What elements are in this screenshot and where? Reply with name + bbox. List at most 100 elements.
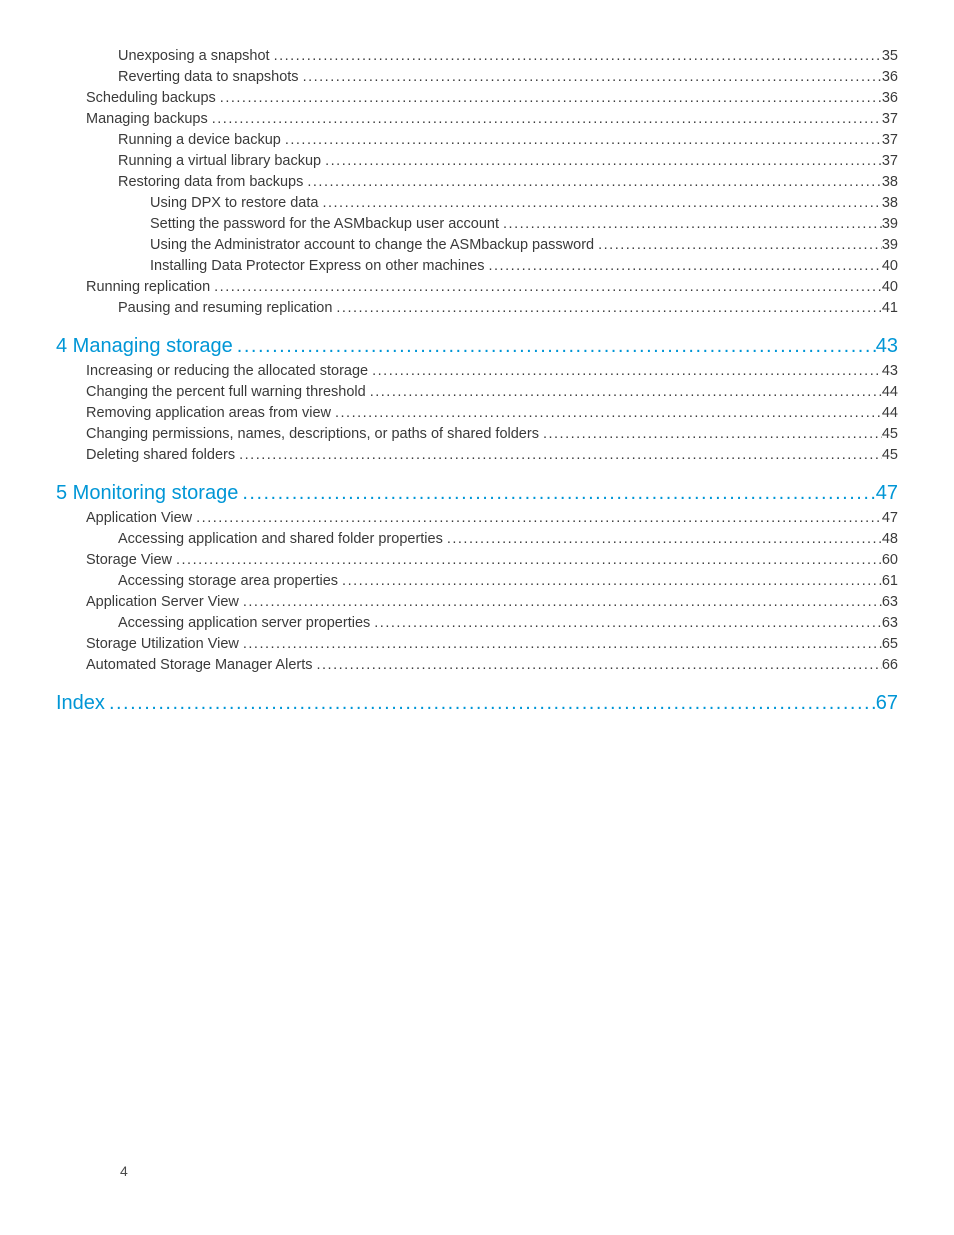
toc-entry-row: Increasing or reducing the allocated sto… — [86, 361, 898, 382]
toc-entry-page: 66 — [882, 655, 898, 676]
toc-entry-row: Running a device backup 37 — [118, 130, 898, 151]
toc-entry-row: Running a virtual library backup 37 — [118, 151, 898, 172]
toc-entry-page: 39 — [882, 214, 898, 235]
toc-entry-page: 47 — [882, 508, 898, 529]
toc-chapter-row[interactable]: 4 Managing storage 43 — [56, 319, 898, 361]
toc-entry-page: 38 — [882, 172, 898, 193]
toc-entry-label[interactable]: 4 Managing storage — [56, 331, 233, 361]
toc-entry-row: Automated Storage Manager Alerts 66 — [86, 655, 898, 676]
toc-dot-leader — [208, 109, 882, 130]
toc-dot-leader — [368, 361, 882, 382]
toc-entry-page: 45 — [882, 424, 898, 445]
toc-chapter-row[interactable]: 5 Monitoring storage 47 — [56, 466, 898, 508]
toc-dot-leader — [233, 331, 876, 361]
toc-dot-leader — [105, 688, 876, 718]
toc-dot-leader — [235, 445, 882, 466]
toc-entry-page: 63 — [882, 592, 898, 613]
toc-entry-label: Deleting shared folders — [86, 445, 235, 466]
toc-entry-page: 43 — [882, 361, 898, 382]
toc-dot-leader — [216, 88, 882, 109]
toc-entry-label: Using the Administrator account to chang… — [150, 235, 594, 256]
toc-entry-page[interactable]: 47 — [876, 478, 898, 508]
toc-entry-row: Scheduling backups 36 — [86, 88, 898, 109]
toc-dot-leader — [443, 529, 882, 550]
toc-dot-leader — [366, 382, 882, 403]
toc-entry-row: Pausing and resuming replication 41 — [118, 298, 898, 319]
toc-dot-leader — [210, 277, 882, 298]
toc-entry-label: Unexposing a snapshot — [118, 46, 270, 67]
toc-entry-row: Using DPX to restore data 38 — [150, 193, 898, 214]
toc-entry-label: Automated Storage Manager Alerts — [86, 655, 313, 676]
toc-dot-leader — [313, 655, 882, 676]
toc-entry-label: Accessing application and shared folder … — [118, 529, 443, 550]
toc-entry-label: Running a device backup — [118, 130, 281, 151]
toc-entry-label: Changing permissions, names, description… — [86, 424, 539, 445]
toc-dot-leader — [318, 193, 881, 214]
toc-dot-leader — [303, 172, 881, 193]
toc-entry-row: Using the Administrator account to chang… — [150, 235, 898, 256]
toc-entry-row: Accessing application server properties … — [118, 613, 898, 634]
toc-entry-page: 40 — [882, 256, 898, 277]
toc-entry-row: Application View 47 — [86, 508, 898, 529]
toc-entry-row: Running replication 40 — [86, 277, 898, 298]
toc-entry-page: 45 — [882, 445, 898, 466]
toc-entry-label: Accessing application server properties — [118, 613, 370, 634]
toc-entry-row: Changing the percent full warning thresh… — [86, 382, 898, 403]
toc-dot-leader — [484, 256, 881, 277]
toc-dot-leader — [321, 151, 882, 172]
toc-entry-row: Reverting data to snapshots 36 — [118, 67, 898, 88]
toc-entry-page: 61 — [882, 571, 898, 592]
toc-entry-page: 65 — [882, 634, 898, 655]
toc-entry-label: Storage View — [86, 550, 172, 571]
toc-entry-page: 40 — [882, 277, 898, 298]
toc-entry-row: Storage View 60 — [86, 550, 898, 571]
toc-entry-row: Deleting shared folders 45 — [86, 445, 898, 466]
toc-chapter-row[interactable]: Index 67 — [56, 676, 898, 718]
toc-dot-leader — [299, 67, 882, 88]
page-number: 4 — [120, 1163, 128, 1179]
toc-entry-label: Scheduling backups — [86, 88, 216, 109]
toc-dot-leader — [331, 403, 882, 424]
toc-entry-label: Removing application areas from view — [86, 403, 331, 424]
toc-entry-row: Managing backups 37 — [86, 109, 898, 130]
toc-dot-leader — [192, 508, 882, 529]
toc-dot-leader — [594, 235, 882, 256]
toc-entry-page: 44 — [882, 382, 898, 403]
toc-container: Unexposing a snapshot 35Reverting data t… — [56, 46, 898, 718]
toc-entry-page: 36 — [882, 88, 898, 109]
toc-dot-leader — [370, 613, 882, 634]
toc-entry-page: 63 — [882, 613, 898, 634]
toc-entry-label[interactable]: 5 Monitoring storage — [56, 478, 238, 508]
toc-dot-leader — [499, 214, 882, 235]
toc-entry-label[interactable]: Index — [56, 688, 105, 718]
toc-entry-page[interactable]: 43 — [876, 331, 898, 361]
toc-entry-row: Changing permissions, names, description… — [86, 424, 898, 445]
toc-dot-leader — [338, 571, 882, 592]
toc-entry-label: Reverting data to snapshots — [118, 67, 299, 88]
toc-entry-label: Application Server View — [86, 592, 239, 613]
toc-entry-page: 37 — [882, 130, 898, 151]
toc-entry-label: Storage Utilization View — [86, 634, 239, 655]
toc-entry-page: 41 — [882, 298, 898, 319]
toc-entry-page: 37 — [882, 109, 898, 130]
toc-entry-label: Running replication — [86, 277, 210, 298]
toc-dot-leader — [239, 634, 882, 655]
toc-entry-page: 44 — [882, 403, 898, 424]
toc-entry-row: Setting the password for the ASMbackup u… — [150, 214, 898, 235]
toc-dot-leader — [172, 550, 882, 571]
toc-dot-leader — [239, 592, 882, 613]
toc-dot-leader — [270, 46, 882, 67]
toc-entry-row: Accessing storage area properties 61 — [118, 571, 898, 592]
page: Unexposing a snapshot 35Reverting data t… — [0, 0, 954, 1235]
toc-dot-leader — [332, 298, 881, 319]
toc-entry-label: Changing the percent full warning thresh… — [86, 382, 366, 403]
toc-entry-label: Restoring data from backups — [118, 172, 303, 193]
toc-dot-leader — [539, 424, 882, 445]
toc-entry-page: 36 — [882, 67, 898, 88]
toc-entry-label: Increasing or reducing the allocated sto… — [86, 361, 368, 382]
toc-entry-page[interactable]: 67 — [876, 688, 898, 718]
toc-entry-label: Pausing and resuming replication — [118, 298, 332, 319]
toc-entry-label: Using DPX to restore data — [150, 193, 318, 214]
toc-entry-row: Installing Data Protector Express on oth… — [150, 256, 898, 277]
toc-entry-page: 37 — [882, 151, 898, 172]
